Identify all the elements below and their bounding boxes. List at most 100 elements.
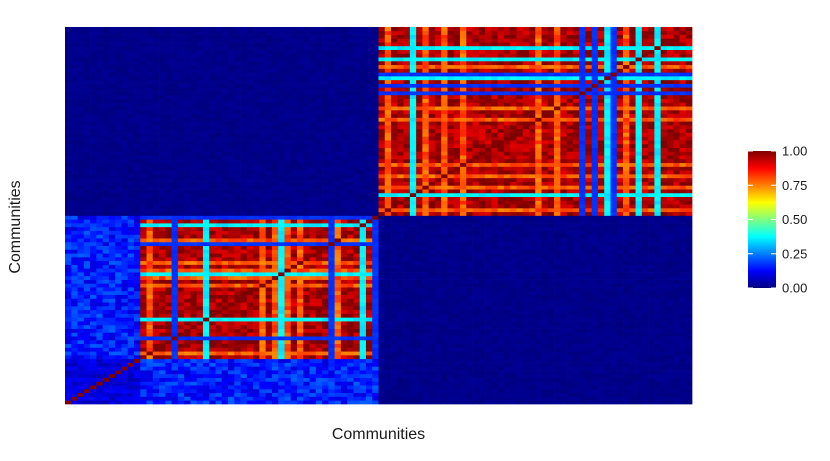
heatmap-cell bbox=[102, 238, 110, 243]
heatmap-cell bbox=[259, 332, 266, 337]
heatmap-cell bbox=[516, 396, 524, 401]
heatmap-cell bbox=[616, 215, 624, 220]
heatmap-cell bbox=[284, 354, 292, 360]
heatmap-cell bbox=[391, 279, 398, 284]
heatmap-cell bbox=[102, 298, 110, 303]
heatmap-cell bbox=[403, 253, 411, 258]
heatmap-cell bbox=[560, 321, 567, 326]
heatmap-cell bbox=[635, 381, 643, 386]
heatmap-cell bbox=[635, 366, 643, 371]
heatmap-cell bbox=[384, 381, 392, 386]
heatmap-cell bbox=[303, 317, 310, 322]
heatmap-cell bbox=[259, 241, 266, 247]
heatmap-cell bbox=[184, 343, 191, 348]
heatmap-cell bbox=[384, 279, 392, 284]
heatmap-cell bbox=[127, 396, 135, 401]
heatmap-cell bbox=[453, 332, 461, 337]
heatmap-cell bbox=[378, 400, 386, 405]
heatmap-cell bbox=[528, 343, 536, 348]
heatmap-cell bbox=[585, 245, 593, 250]
heatmap-cell bbox=[315, 321, 323, 326]
heatmap-cell bbox=[679, 385, 687, 390]
heatmap-cell bbox=[510, 309, 517, 314]
heatmap-cell bbox=[115, 313, 122, 318]
heatmap-cell bbox=[121, 223, 129, 228]
heatmap-cell bbox=[184, 385, 191, 390]
heatmap-cell bbox=[597, 264, 605, 269]
heatmap-cell bbox=[271, 328, 279, 333]
heatmap-cell bbox=[497, 392, 505, 397]
heatmap-cell bbox=[466, 234, 473, 239]
heatmap-cell bbox=[554, 313, 561, 318]
heatmap-cell bbox=[503, 283, 511, 288]
heatmap-cell bbox=[115, 328, 122, 333]
heatmap-cell bbox=[460, 215, 467, 220]
heatmap-cell bbox=[610, 302, 618, 307]
heatmap-cell bbox=[171, 370, 179, 375]
heatmap-cell bbox=[290, 245, 298, 250]
heatmap-cell bbox=[202, 260, 210, 265]
heatmap-cell bbox=[679, 336, 687, 341]
heatmap-cell bbox=[554, 385, 561, 390]
heatmap-cell bbox=[102, 381, 110, 386]
heatmap-cell bbox=[83, 290, 91, 296]
heatmap-cell bbox=[347, 388, 354, 394]
heatmap-cell bbox=[641, 215, 649, 220]
heatmap-cell bbox=[472, 230, 480, 235]
heatmap-cell bbox=[284, 230, 292, 235]
heatmap-cell bbox=[165, 256, 172, 262]
heatmap-cell bbox=[271, 215, 279, 220]
heatmap-cell bbox=[165, 260, 172, 265]
heatmap-cell bbox=[347, 332, 354, 337]
heatmap-cell bbox=[522, 253, 530, 258]
heatmap-cell bbox=[328, 343, 335, 348]
heatmap-cell bbox=[528, 290, 536, 296]
heatmap-cell bbox=[115, 354, 122, 360]
heatmap-cell bbox=[623, 358, 630, 363]
heatmap-cell bbox=[102, 305, 110, 311]
heatmap-cell bbox=[591, 253, 599, 258]
heatmap-cell bbox=[284, 309, 292, 314]
heatmap-cell bbox=[447, 362, 455, 367]
heatmap-cell bbox=[547, 309, 555, 314]
heatmap-cell bbox=[491, 347, 498, 352]
heatmap-cell bbox=[271, 392, 279, 397]
heatmap-cell bbox=[121, 294, 129, 299]
heatmap-cell bbox=[96, 249, 103, 254]
heatmap-cell bbox=[409, 377, 417, 382]
heatmap-cell bbox=[290, 305, 298, 311]
heatmap-cell bbox=[278, 268, 285, 273]
heatmap-cell bbox=[209, 373, 216, 378]
heatmap-cell bbox=[303, 366, 310, 371]
heatmap-cell bbox=[365, 309, 373, 314]
heatmap-cell bbox=[65, 226, 72, 231]
heatmap-cell bbox=[133, 362, 141, 367]
heatmap-cell bbox=[403, 373, 411, 378]
heatmap-cell bbox=[265, 381, 273, 386]
heatmap-cell bbox=[641, 275, 649, 280]
heatmap-cell bbox=[90, 396, 97, 401]
heatmap-cell bbox=[108, 294, 116, 299]
heatmap-cell bbox=[259, 283, 266, 288]
heatmap-cell bbox=[253, 279, 260, 284]
heatmap-cell bbox=[654, 400, 661, 405]
heatmap-cell bbox=[679, 223, 687, 228]
heatmap-cell bbox=[428, 302, 436, 307]
heatmap-cell bbox=[353, 366, 361, 371]
heatmap-cell bbox=[228, 370, 235, 375]
heatmap-cell bbox=[409, 400, 417, 405]
heatmap-cell bbox=[685, 305, 693, 311]
heatmap-cell bbox=[503, 385, 511, 390]
heatmap-cell bbox=[597, 234, 605, 239]
heatmap-cell bbox=[416, 351, 423, 356]
heatmap-cell bbox=[447, 328, 455, 333]
heatmap-cell bbox=[528, 268, 536, 273]
heatmap-cell bbox=[96, 219, 103, 224]
heatmap-cell bbox=[541, 396, 549, 401]
heatmap-cell bbox=[165, 385, 172, 390]
heatmap-cell bbox=[296, 324, 304, 329]
heatmap-cell bbox=[554, 358, 561, 363]
heatmap-cell bbox=[378, 377, 386, 382]
heatmap-cell bbox=[315, 272, 323, 277]
heatmap-cell bbox=[127, 336, 135, 341]
